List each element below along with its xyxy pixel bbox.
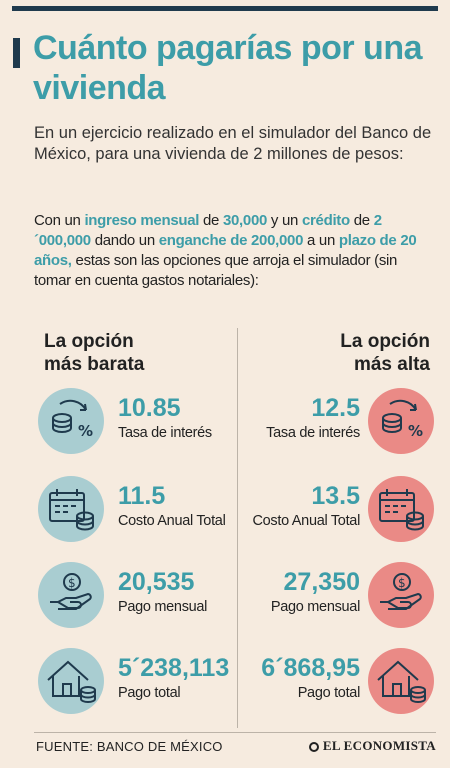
brand-mark-icon [308, 742, 319, 752]
high-heading-line1: La opción [340, 331, 430, 352]
high-row-cat: 13.5 Costo Anual Total [236, 476, 446, 552]
cheap-heading-line1: La opción [44, 331, 134, 352]
cheap-row-total: 5´238,113 Pago total [38, 648, 248, 724]
params-text-1: Con un [34, 212, 85, 229]
params-text-4: de [349, 212, 374, 229]
page-title: Cuánto pagarías por una vivienda [33, 29, 423, 107]
high-total-label: Pago total [297, 685, 361, 701]
cheap-interest-value: 10.85 [118, 394, 181, 422]
params-highlight-credit-value: 2´000,000 [34, 212, 382, 249]
params-highlight-downpayment: enganche de 200,000 [158, 232, 304, 249]
params-text-2: de [199, 212, 223, 229]
params-highlight-credit: crédito [301, 212, 350, 229]
top-bar [12, 6, 438, 11]
column-divider [237, 328, 238, 728]
calendar-coins-icon [368, 476, 434, 542]
cheap-option-heading: La opción más barata [44, 330, 144, 376]
brand-logo: EL ECONOMISTA [308, 738, 436, 754]
hand-coin-icon: $ [38, 562, 104, 628]
intro-text: En un ejercicio realizado en el simulado… [34, 124, 432, 163]
high-row-total: 6´868,95 Pago total [236, 648, 446, 724]
high-interest-value: 12.5 [311, 394, 360, 422]
high-interest-label: Tasa de interés [266, 425, 360, 441]
cheap-row-interest: % 10.85 Tasa de interés [38, 388, 248, 464]
brand-name: EL ECONOMISTA [322, 738, 436, 753]
cheap-monthly-value: 20,535 [118, 568, 195, 596]
cheap-heading-line2: más barata [44, 354, 145, 375]
svg-text:%: % [78, 422, 93, 440]
house-coins-icon [38, 648, 104, 714]
cheap-cat-value: 11.5 [118, 482, 166, 510]
svg-text:$: $ [68, 576, 76, 590]
params-text-7: estas son las opciones que arroja el sim… [34, 252, 398, 289]
high-heading-line2: más alta [353, 354, 430, 375]
params-highlight-income: ingreso mensual [84, 212, 200, 229]
coins-percent-icon: % [38, 388, 104, 454]
high-option-heading: La opción más alta [340, 330, 430, 376]
high-total-value: 6´868,95 [261, 654, 360, 682]
high-monthly-label: Pago mensual [270, 599, 360, 615]
params-highlight-income-value: 30,000 [222, 212, 268, 229]
cheap-monthly-label: Pago mensual [118, 599, 208, 615]
source-note: FUENTE: BANCO DE MÉXICO [36, 739, 223, 754]
svg-text:$: $ [398, 576, 406, 590]
params-text-6: a un [303, 232, 339, 249]
high-cat-label: Costo Anual Total [252, 513, 361, 529]
title-accent-mark [13, 38, 20, 68]
footer-divider [34, 732, 436, 733]
svg-text:%: % [408, 422, 423, 440]
cheap-row-monthly: $ 20,535 Pago mensual [38, 562, 248, 638]
hand-coin-icon: $ [368, 562, 434, 628]
high-row-interest: % 12.5 Tasa de interés [236, 388, 446, 464]
cheap-row-cat: 11.5 Costo Anual Total [38, 476, 248, 552]
house-coins-icon [368, 648, 434, 714]
cheap-cat-label: Costo Anual Total [118, 513, 226, 529]
cheap-total-label: Pago total [118, 685, 181, 701]
params-text-3: y un [267, 212, 302, 229]
params-highlight-term: plazo de 20 años, [34, 232, 417, 269]
coins-percent-icon: % [368, 388, 434, 454]
high-cat-value: 13.5 [311, 482, 360, 510]
high-monthly-value: 27,350 [283, 568, 360, 596]
calendar-coins-icon [38, 476, 104, 542]
high-row-monthly: $ 27,350 Pago mensual [236, 562, 446, 638]
params-text-5: dando un [90, 232, 159, 249]
cheap-interest-label: Tasa de interés [118, 425, 212, 441]
cheap-total-value: 5´238,113 [118, 654, 230, 682]
parameters-text: Con un ingreso mensual de 30,000 y un cr… [34, 211, 436, 291]
